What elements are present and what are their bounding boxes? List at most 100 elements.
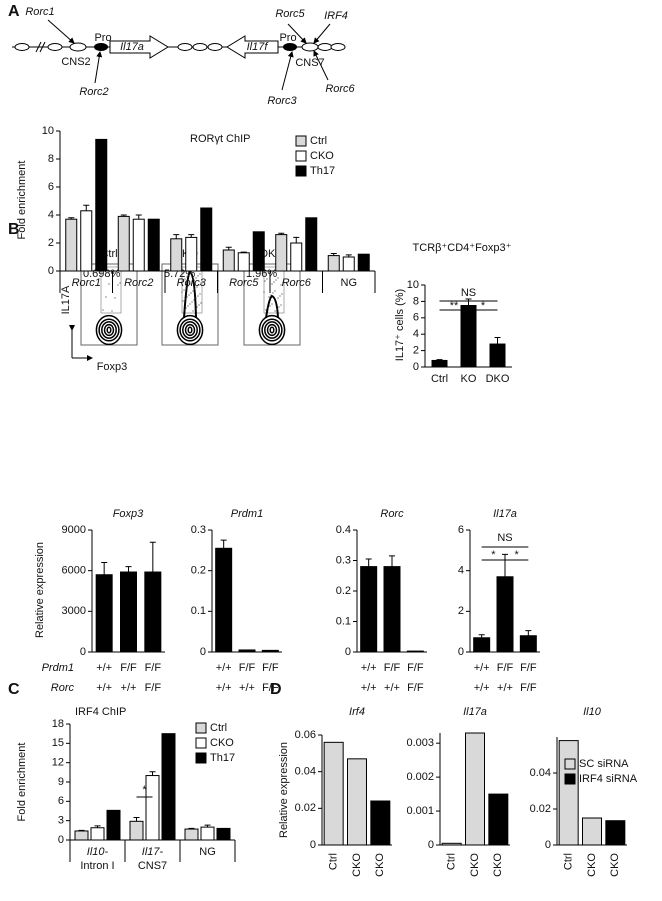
genotype: +/+	[216, 682, 232, 694]
x-tick-label: Ctrl	[563, 853, 575, 870]
contour	[187, 326, 193, 334]
genotype: F/F	[520, 682, 537, 694]
genotype: +/+	[474, 682, 490, 694]
event	[280, 304, 282, 306]
y-tick-label: 0.002	[406, 771, 434, 783]
gate	[263, 266, 285, 314]
bar	[465, 732, 485, 846]
legend-label: IRF4 siRNA	[579, 773, 638, 785]
event	[111, 310, 113, 312]
chart-title: TCRβ⁺CD4⁺Foxp3⁺	[413, 242, 512, 254]
genotype: +/+	[474, 662, 490, 674]
event	[282, 282, 284, 284]
event	[276, 308, 278, 310]
legend-swatch	[195, 752, 207, 764]
event	[275, 279, 277, 281]
event	[263, 271, 265, 273]
pointer	[313, 50, 329, 81]
cns	[69, 42, 87, 52]
bar	[147, 218, 160, 272]
x-tick-label: NG	[341, 277, 358, 289]
bar	[90, 827, 105, 841]
genotype: F/F	[407, 682, 424, 694]
genotype: +/+	[361, 662, 377, 674]
chart-title: Rorc	[380, 508, 404, 520]
diagram-label: Rorc6	[325, 83, 355, 95]
pointer	[94, 51, 103, 84]
x-tick-label: CKO	[469, 853, 481, 877]
bar	[290, 242, 303, 272]
event	[198, 284, 200, 286]
y-tick-label: 0	[413, 361, 419, 373]
bar	[582, 817, 602, 846]
event	[190, 272, 192, 274]
panel-letter: C	[8, 681, 20, 698]
bar	[460, 305, 477, 368]
event	[183, 289, 185, 291]
x-tick-label: KO	[461, 373, 477, 385]
y-axis-label: Relative expression	[34, 542, 46, 638]
genotype: +/+	[384, 682, 400, 694]
chart-title: Il17a	[463, 706, 487, 718]
y-tick-label: 6	[458, 524, 464, 536]
event	[108, 283, 110, 285]
x-tick-label: Il10-	[87, 846, 109, 858]
bar	[185, 236, 198, 272]
bar	[519, 635, 537, 653]
y-tick-label: 0.3	[336, 554, 351, 566]
diagram-label: Rorc1	[25, 6, 54, 18]
event	[185, 287, 187, 289]
genotype: +/+	[96, 662, 112, 674]
event	[277, 297, 279, 299]
contour	[95, 314, 123, 346]
x-tick-label: DKO	[486, 373, 510, 385]
event	[196, 306, 198, 308]
pointer	[313, 23, 331, 44]
contour	[261, 318, 283, 342]
bar	[360, 566, 378, 653]
element	[317, 43, 333, 51]
legend-swatch	[195, 737, 207, 749]
y-axis-label: IL17⁺ cells (%)	[394, 289, 406, 361]
x-tick-label: Ctrl	[446, 853, 458, 870]
bar	[327, 255, 340, 272]
y-tick-label: 3	[58, 815, 64, 827]
y-tick-label: 0.1	[336, 615, 351, 627]
y-tick-label: 0.04	[295, 766, 316, 778]
element	[14, 43, 30, 51]
y-tick-label: 8	[48, 153, 54, 165]
error-bar	[188, 234, 195, 238]
event	[265, 309, 267, 311]
bar	[95, 574, 113, 653]
x-tick-label: Ctrl	[328, 853, 340, 870]
bar	[80, 210, 93, 272]
bar	[252, 231, 265, 272]
promoter	[283, 43, 297, 51]
bar	[120, 571, 137, 653]
axis-label: IL17A	[60, 285, 72, 314]
legend-swatch	[295, 135, 307, 147]
event	[187, 305, 189, 307]
diagram-label: Il17a	[120, 41, 144, 53]
genotype-row-name: Rorc	[51, 682, 75, 694]
significance-label: *	[142, 784, 147, 796]
contour	[106, 326, 112, 334]
diagram-label: Rorc2	[79, 86, 108, 98]
event	[189, 303, 191, 305]
y-tick-label: 0.2	[336, 585, 351, 597]
bar	[74, 830, 89, 841]
error-bar	[188, 827, 195, 830]
y-tick-label: 8	[413, 295, 419, 307]
bar	[383, 566, 401, 653]
error-bar	[83, 204, 90, 211]
y-axis-label: Relative expression	[278, 742, 290, 838]
diagram-label: Rorc3	[267, 95, 297, 107]
y-tick-label: 4	[458, 565, 464, 577]
bar	[261, 649, 279, 653]
element	[330, 43, 346, 51]
error-bar	[502, 553, 508, 577]
contour	[98, 318, 120, 342]
event	[182, 300, 184, 302]
event	[271, 283, 273, 285]
